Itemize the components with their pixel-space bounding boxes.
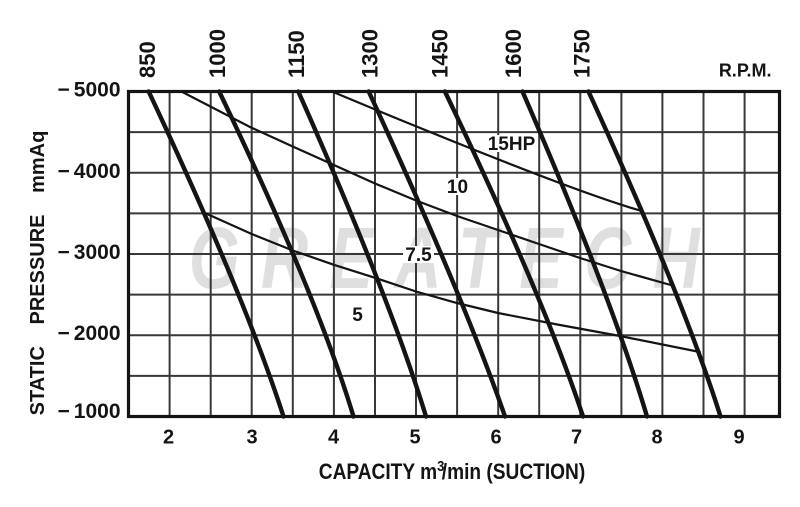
svg-text:850: 850 — [135, 41, 160, 78]
svg-text:4: 4 — [328, 427, 340, 449]
svg-text:1300: 1300 — [358, 29, 383, 78]
svg-text:1150: 1150 — [284, 30, 309, 78]
svg-text:1450: 1450 — [428, 29, 453, 78]
svg-text:−3000: −3000 — [58, 241, 121, 264]
svg-text:7.5: 7.5 — [405, 245, 432, 266]
svg-text:−2000: −2000 — [58, 322, 121, 345]
svg-text:7: 7 — [571, 427, 582, 449]
svg-text:STATIC PRESSURE mmAq: STATIC PRESSURE mmAq — [27, 131, 49, 416]
svg-text:1600: 1600 — [501, 29, 526, 78]
svg-text:5: 5 — [352, 305, 363, 326]
svg-text:5: 5 — [409, 427, 420, 449]
svg-text:9: 9 — [733, 427, 744, 449]
svg-text:CAPACITY m3/min (SUCTION): CAPACITY m3/min (SUCTION) — [319, 457, 585, 484]
svg-text:2: 2 — [163, 427, 174, 449]
svg-text:1000: 1000 — [205, 29, 230, 78]
svg-text:1750: 1750 — [570, 29, 595, 78]
svg-text:−5000: −5000 — [58, 79, 121, 102]
svg-text:15HP: 15HP — [488, 134, 536, 155]
svg-text:6: 6 — [490, 427, 501, 449]
svg-text:−4000: −4000 — [58, 160, 121, 183]
svg-text:8: 8 — [651, 427, 662, 449]
svg-text:−1000: −1000 — [58, 400, 121, 423]
svg-text:R.P.M.: R.P.M. — [719, 61, 772, 81]
svg-text:10: 10 — [447, 177, 468, 198]
svg-text:3: 3 — [246, 427, 257, 449]
